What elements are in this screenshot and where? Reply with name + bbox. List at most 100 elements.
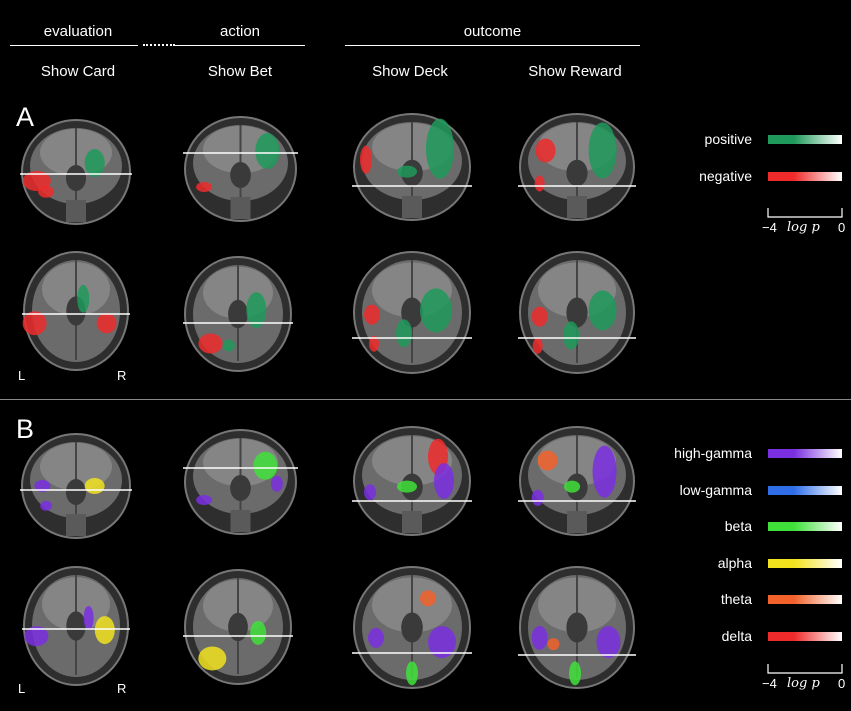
legend-label-delta: delta [721,627,752,644]
legend-swatch-negative [768,172,842,181]
scale-max-label: 0 [838,676,846,691]
scale-bracket [767,664,843,674]
activation-beta [569,661,582,686]
activation-high-gamma [83,605,94,630]
activation-high-gamma [434,463,454,499]
axial-brain-slice [183,569,293,685]
activation-negative [360,145,372,174]
activation-negative [196,182,213,192]
legend-label-negative: negative [699,168,752,184]
activation-beta [253,451,278,480]
scale-min-label: −4 [762,220,777,235]
activation-positive [426,118,454,179]
legend-label-beta: beta [724,518,752,534]
activation-negative [38,185,55,198]
panel-divider [0,399,851,400]
evaluation-underline [10,45,138,46]
activation-high-gamma [592,445,617,498]
scale-mid-label: log p [787,220,820,235]
group-outcome: outcome [463,23,522,40]
activation-high-gamma [368,627,384,648]
activation-theta [547,638,560,651]
activation-high-gamma [428,626,456,659]
coronal-brain-slice [20,119,132,225]
activation-negative [535,138,556,163]
activation-high-gamma [531,625,548,650]
coronal-brain-slice [518,113,636,221]
legend-swatch-positive [768,135,842,144]
activation-positive [397,165,417,178]
activation-positive [396,319,412,348]
activation-positive [420,288,452,333]
activation-theta [537,450,558,471]
activation-positive [588,122,617,179]
panel-letter-b: B [16,414,35,444]
scale-mid-label: log p [787,676,820,691]
outcome-underline [345,45,640,46]
activation-high-gamma [531,489,544,506]
panel-letter-a: A [16,102,35,132]
activation-beta [250,620,267,645]
coronal-brain-slice [183,116,298,222]
activation-negative [198,333,223,354]
activation-theta [420,590,436,607]
legend-swatch-theta [768,595,842,604]
left-hemisphere-label-a: L [18,368,26,383]
legend-label-low-gamma: low-gamma [679,481,752,498]
activation-alpha [84,478,105,494]
activation-high-gamma [24,626,49,647]
scale-min-label: −4 [762,676,777,691]
legend-swatch-delta [768,631,842,641]
activation-alpha [198,646,227,671]
column-title-show-bet: Show Bet [207,63,273,80]
left-hemisphere-label-b: L [18,681,26,696]
activation-negative [22,311,47,336]
axial-brain-slice [352,566,472,689]
activation-negative [534,175,545,192]
activation-positive [222,339,235,352]
activation-beta [406,661,418,686]
legend-swatch-high-gamma [768,449,842,458]
activation-high-gamma [596,626,621,659]
activation-negative [364,304,380,325]
scale-max-label: 0 [838,220,846,235]
activation-negative [532,337,543,354]
column-title-show-deck: Show Deck [372,63,448,80]
activation-negative [369,335,379,352]
activation-positive [77,284,90,313]
axial-brain-slice [518,251,636,374]
activation-negative [531,306,548,327]
coronal-brain-slice [518,426,636,536]
coronal-brain-slice [20,433,132,539]
action-underline [175,45,305,46]
legend-label-alpha: alpha [717,554,752,571]
right-hemisphere-label-a: R [117,368,127,383]
group-evaluation: evaluation [43,23,113,40]
activation-positive [246,292,267,329]
coronal-brain-slice [183,429,298,535]
legend-swatch-low-gamma [768,485,842,495]
activation-high-gamma [364,484,376,501]
evaluation-action-dotted-connector [143,44,175,46]
activation-negative [22,171,51,191]
activation-high-gamma [40,500,53,511]
activation-high-gamma [34,480,51,492]
activation-positive [588,290,617,331]
activation-negative [96,313,117,334]
coronal-brain-slice [352,426,472,536]
legend-swatch-alpha [768,558,842,568]
activation-high-gamma [196,495,213,505]
coronal-brain-slice [352,113,472,221]
column-title-show-card: Show Card [40,63,116,80]
activation-positive [563,321,580,350]
column-title-show-reward: Show Reward [528,63,622,80]
activation-high-gamma [270,475,283,492]
activation-positive [255,133,280,169]
group-action: action [219,23,261,40]
axial-brain-slice [183,256,293,372]
legend-label-theta: theta [720,591,752,607]
right-hemisphere-label-b: R [117,681,127,696]
axial-brain-slice [22,251,130,371]
axial-brain-slice [518,566,636,689]
legend-swatch-beta [768,522,842,531]
